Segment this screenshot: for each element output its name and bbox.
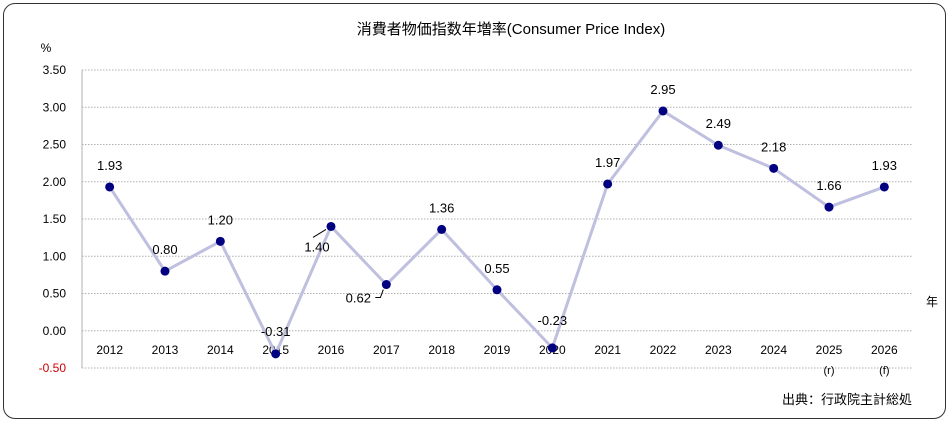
- chart-frame: [3, 3, 946, 419]
- y-tick-label: 0.00: [43, 324, 67, 338]
- x-tick-label: 2013: [152, 343, 179, 357]
- y-axis-unit-label: %: [41, 41, 52, 55]
- x-tick-label: 2024: [760, 343, 787, 357]
- data-point: [769, 163, 779, 173]
- data-point: [492, 285, 502, 295]
- y-tick-label: 1.50: [43, 212, 67, 226]
- x-tick-label: 2019: [484, 343, 511, 357]
- label-leader-line: [312, 229, 327, 238]
- data-label: -0.31: [261, 324, 291, 339]
- data-point: [547, 343, 557, 353]
- data-label: 1.40: [304, 239, 329, 254]
- data-label: 0.62: [346, 291, 371, 306]
- data-label: 1.93: [872, 158, 897, 173]
- x-tick-label: 2026: [871, 343, 898, 357]
- label-leader-line: [375, 289, 384, 299]
- data-label: 2.95: [650, 82, 675, 97]
- data-label: 2.49: [706, 116, 731, 131]
- data-point: [160, 266, 170, 276]
- y-tick-label: 3.00: [43, 100, 67, 114]
- data-label: 1.66: [816, 178, 841, 193]
- source-note: 出典：行政院主計総処: [782, 392, 912, 407]
- x-tick-note: (r): [824, 365, 835, 377]
- data-point: [603, 179, 613, 189]
- data-point: [381, 280, 391, 290]
- data-point: [879, 182, 889, 192]
- x-axis-unit-label: 年: [926, 295, 938, 309]
- data-labels: 1.93 0.80 1.20 -0.31 1.40 0.62 1.36 0.55 -0.23 1.…: [97, 82, 897, 339]
- x-tick-label: 2018: [428, 343, 455, 357]
- x-tick-label: 2017: [373, 343, 400, 357]
- data-points: [105, 106, 889, 359]
- data-label: 1.20: [208, 212, 233, 227]
- data-label: 1.36: [429, 200, 454, 215]
- data-point: [105, 182, 115, 192]
- x-tick-label: 2021: [594, 343, 621, 357]
- y-tick-label: 2.00: [43, 175, 67, 189]
- x-tick-label: 2014: [207, 343, 234, 357]
- x-axis-ticks: 2012201320142015201620172018201920202021…: [96, 343, 898, 377]
- y-tick-label: 3.50: [43, 63, 67, 77]
- y-axis-ticks: 3.50 3.00 2.50 2.00 1.50 1.00 0.50 0.00 -0.50: [39, 63, 67, 375]
- data-label: 0.55: [484, 261, 509, 276]
- grid-layer: [81, 69, 912, 369]
- x-tick-label: 2016: [318, 343, 345, 357]
- data-point: [658, 106, 668, 116]
- data-label: 1.93: [97, 158, 122, 173]
- data-point: [824, 202, 834, 212]
- data-point: [215, 236, 225, 246]
- x-tick-label: 2022: [650, 343, 677, 357]
- y-tick-label: 0.50: [43, 287, 67, 301]
- data-label: -0.23: [538, 313, 568, 328]
- chart-title: 消費者物価指数年増率(Consumer Price Index): [357, 21, 665, 38]
- data-label: 2.18: [761, 139, 786, 154]
- data-point: [326, 221, 336, 231]
- x-tick-label: 2025: [816, 343, 843, 357]
- data-point: [713, 140, 723, 150]
- data-label: 0.80: [152, 242, 177, 257]
- y-tick-label: 1.00: [43, 249, 67, 263]
- x-tick-note: (f): [879, 365, 889, 377]
- y-tick-label: 2.50: [43, 138, 67, 152]
- data-point: [437, 224, 447, 234]
- y-tick-label: -0.50: [39, 361, 67, 375]
- x-tick-label: 2012: [96, 343, 123, 357]
- data-label: 1.97: [595, 155, 620, 170]
- data-point: [271, 349, 281, 359]
- x-tick-label: 2023: [705, 343, 732, 357]
